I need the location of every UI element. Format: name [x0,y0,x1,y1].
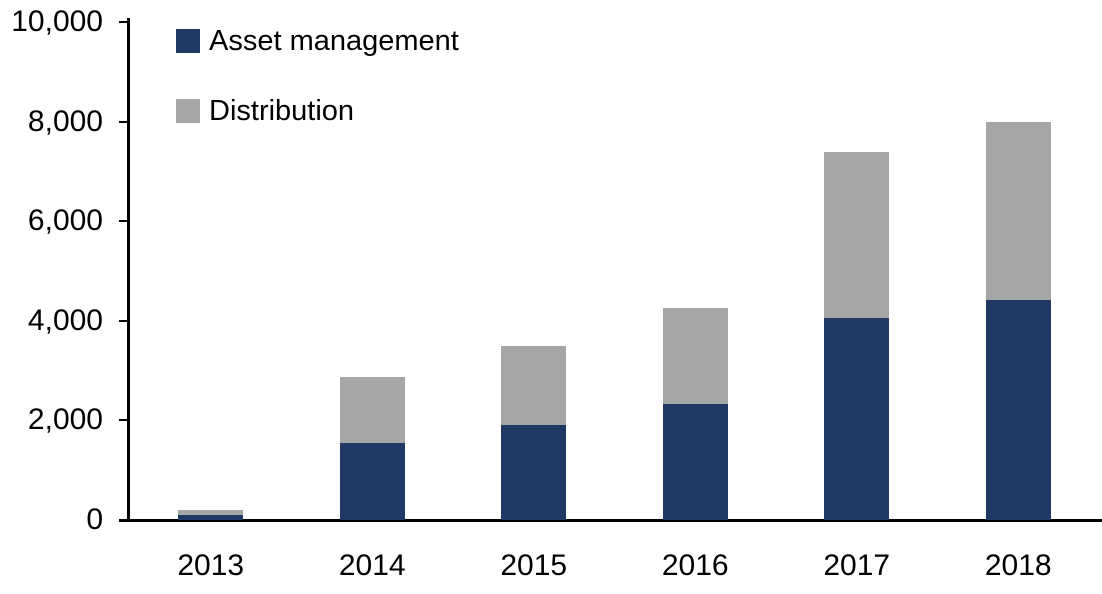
bar-segment-asset-management-2013 [178,515,244,520]
x-tick-label-2016: 2016 [661,549,729,582]
y-tick-mark [119,319,129,322]
x-axis-line [119,519,1102,522]
x-tick-label-2018: 2018 [984,549,1052,582]
legend-swatch-asset-management-icon [176,29,200,53]
x-tick-label-2014: 2014 [338,549,406,582]
y-tick-label: 2,000 [27,403,103,437]
bar-segment-asset-management-2014 [339,442,405,520]
y-axis-line [127,18,130,522]
y-tick-label: 4,000 [27,303,103,337]
y-tick-label: 10,000 [11,5,103,38]
bar-segment-asset-management-2017 [824,318,890,520]
bar-segment-distribution-2013 [178,510,244,515]
y-tick-mark [119,120,129,123]
x-tick-label-2017: 2017 [823,549,891,582]
bar-segment-distribution-2015 [501,345,567,426]
legend-item-asset-management: Asset management [176,24,459,57]
y-tick-mark [119,220,129,223]
bar-segment-distribution-2017 [824,151,890,319]
legend-swatch-distribution-icon [176,99,200,123]
bar-segment-distribution-2014 [339,377,405,443]
y-tick-label: 6,000 [27,204,103,238]
x-tick-label-2013: 2013 [177,549,245,582]
x-tick-label-2015: 2015 [500,549,568,582]
y-tick-label: 8,000 [27,104,103,138]
legend-item-distribution: Distribution [176,94,459,127]
bar-segment-asset-management-2018 [985,299,1051,520]
y-tick-mark [119,21,129,23]
bar-segment-asset-management-2015 [501,425,567,520]
bar-segment-asset-management-2016 [662,404,728,520]
bar-segment-distribution-2018 [985,121,1051,300]
bar-segment-distribution-2016 [662,308,728,405]
y-tick-mark [119,519,129,521]
legend-label-distribution: Distribution [209,94,355,127]
legend: Asset management Distribution [176,24,459,168]
y-tick-label: 0 [86,503,103,536]
y-tick-mark [119,419,129,422]
legend-label-asset-management: Asset management [209,24,459,57]
